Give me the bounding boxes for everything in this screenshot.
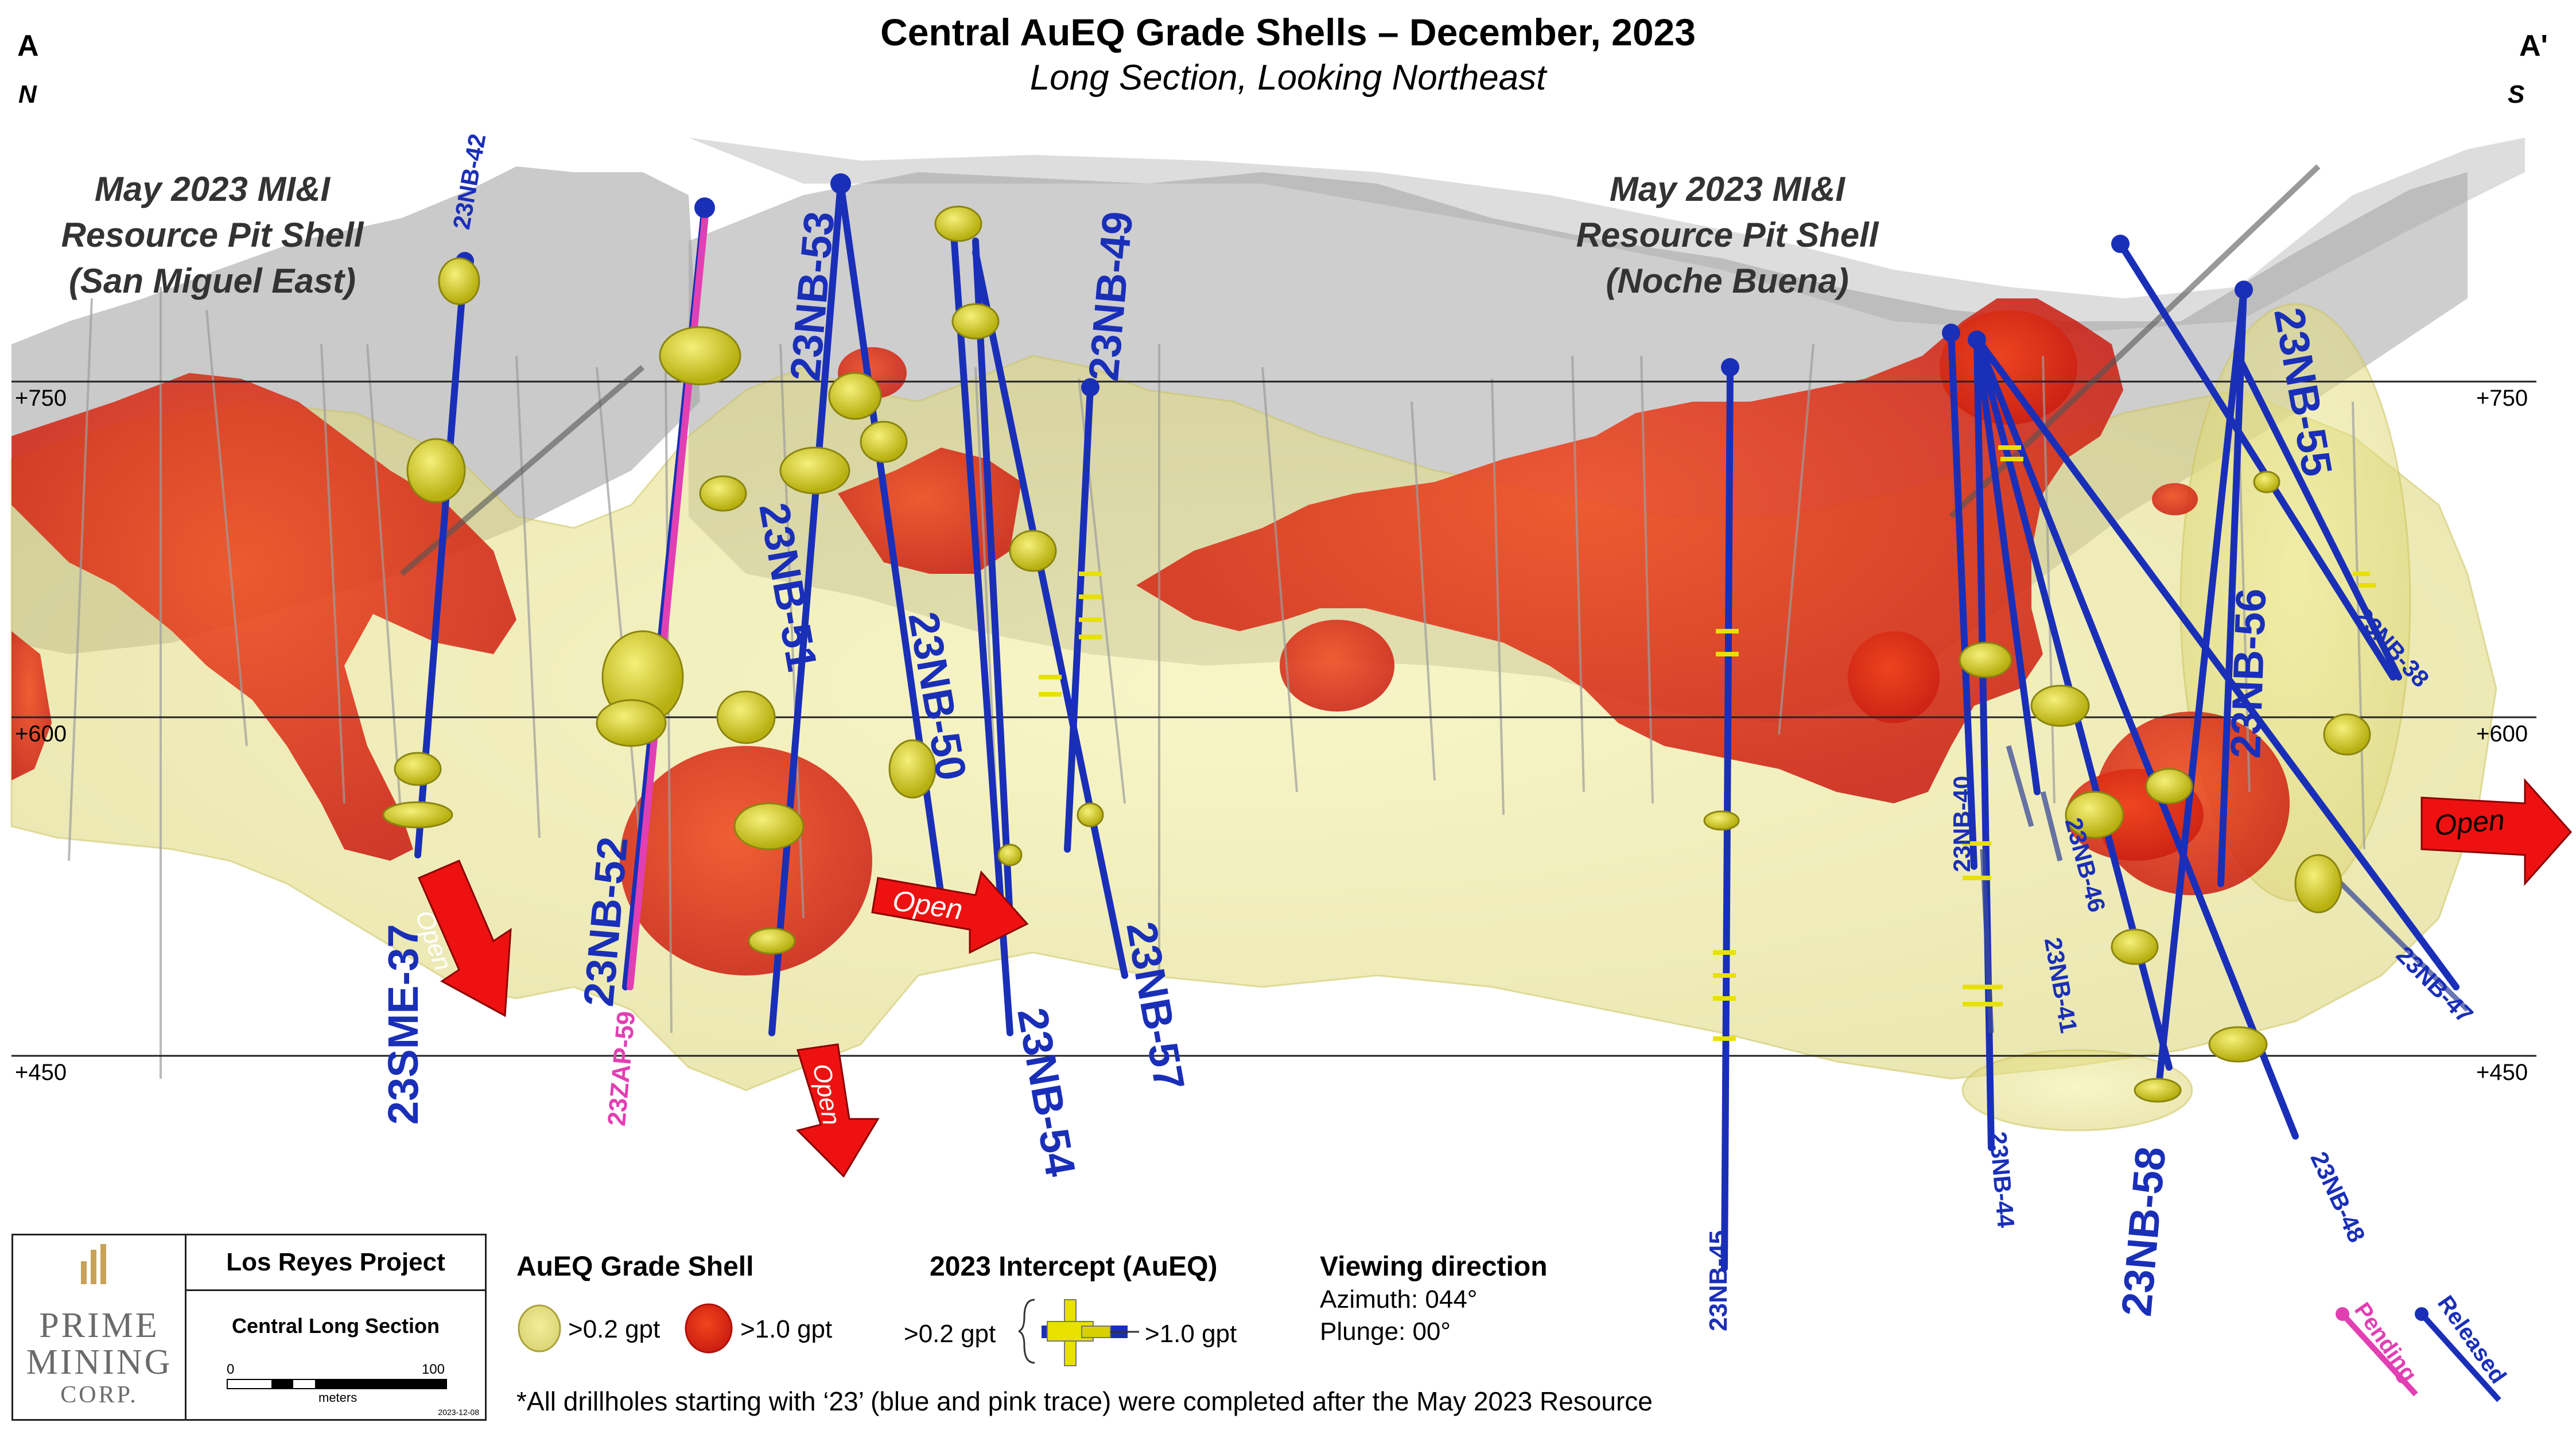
- elevation-label-750-right: +750: [2476, 386, 2528, 411]
- elevation-label-600-right: +600: [2476, 721, 2528, 747]
- elevation-label-450-right: +450: [2476, 1060, 2528, 1085]
- drill-label-23nb-56: 23NB-56: [2221, 588, 2275, 759]
- open-arrow-2: [796, 1043, 880, 1178]
- viewing-heading: Viewing direction: [1320, 1251, 1548, 1282]
- drillhole-23nb-40: [1948, 329, 1977, 870]
- drill-label-23sme-37: 23SME-37: [379, 924, 427, 1125]
- pit-shell-label-left: May 2023 MI&I Resource Pit Shell (San Mi…: [34, 166, 390, 304]
- legend-shell-low-label: >0.2 gpt: [568, 1315, 660, 1343]
- open-arrow-4: [2420, 778, 2573, 886]
- legend-intercept-low-label: >0.2 gpt: [904, 1320, 996, 1348]
- drill-label-23nb-40: 23NB-40: [1948, 775, 1975, 872]
- drillhole-23nb-41: [1973, 335, 2041, 795]
- open-arrow-3: [871, 870, 1029, 954]
- section-end-direction: S: [2508, 80, 2525, 108]
- drill-label-23nb-45: 23NB-45: [1704, 1230, 1732, 1331]
- scale-bar-graphic: [227, 1379, 447, 1389]
- pit-shell-label-right: May 2023 MI&I Resource Pit Shell (Noche …: [1549, 166, 1905, 304]
- scale-max-label: 100: [421, 1362, 445, 1377]
- open-arrow-1: [418, 860, 512, 1017]
- legend-intercept-high-label: >1.0 gpt: [1145, 1320, 1237, 1348]
- open-arrows: [418, 778, 2573, 1178]
- elevation-label-750-left: +750: [15, 386, 67, 411]
- drillhole-23nb-38: [2235, 352, 2402, 681]
- open-label-4: Open: [2433, 803, 2506, 842]
- elevation-lines: [11, 380, 2536, 1057]
- legend-intercept-heading: 2023 Intercept (AuEQ): [930, 1251, 1218, 1282]
- pit-shell-label-left-line2: Resource Pit Shell: [61, 216, 364, 254]
- legend-shell-high-swatch: [685, 1303, 733, 1354]
- legend-shell-heading: AuEQ Grade Shell: [516, 1251, 754, 1282]
- pit-shell-label-right-line2: Resource Pit Shell: [1576, 216, 1879, 254]
- drillhole-23nb-50: [972, 238, 1013, 922]
- logo-mark-icon: [81, 1244, 106, 1284]
- section-name: Central Long Section: [231, 1314, 440, 1338]
- drillhole-23nb-48: [1973, 335, 2299, 1140]
- project-info-box: Los Reyes Project Central Long Section 0…: [185, 1234, 487, 1421]
- legend-intercept-symbol: [1019, 1299, 1139, 1366]
- pit-shell-label-left-line3: (San Miguel East): [68, 262, 356, 300]
- intercept-discs: [382, 205, 2371, 1103]
- pit-shell-label-left-line1: May 2023 MI&I: [94, 170, 331, 208]
- logo-line1: PRIME: [39, 1306, 160, 1345]
- logo-line3: CORP.: [60, 1382, 138, 1408]
- scale-units: meters: [318, 1390, 358, 1405]
- map-date: 2023-12-08: [438, 1408, 479, 1417]
- elevation-label-600-left: +600: [15, 721, 67, 747]
- drillhole-23nb-57: [972, 249, 1128, 979]
- drillhole-23nb-53: [768, 180, 844, 1036]
- status-legend-symbols: [2336, 1307, 2501, 1402]
- drillhole-23nb-58: [2154, 286, 2247, 1099]
- drillhole-23nb-55: [2117, 240, 2396, 681]
- company-logo-box: PRIME MINING CORP.: [11, 1234, 187, 1421]
- drillhole-23nb-47: [1973, 335, 2460, 990]
- legend-shell-low-swatch: [518, 1304, 561, 1352]
- logo-line2: MINING: [26, 1343, 173, 1382]
- pit-shell-label-right-line1: May 2023 MI&I: [1609, 170, 1845, 208]
- legend-shell-high-label: >1.0 gpt: [740, 1315, 833, 1343]
- intercept-ticks: [1039, 445, 2376, 1041]
- scale-min-label: 0: [227, 1362, 235, 1377]
- drill-collars: [456, 173, 2253, 397]
- page-title: Central AuEQ Grade Shells – December, 20…: [880, 11, 1696, 53]
- page-subtitle: Long Section, Looking Northeast: [1029, 58, 1547, 98]
- section-start-label: A: [17, 29, 39, 63]
- drillhole-23nb-56: [2217, 286, 2247, 887]
- footnote: *All drillholes starting with ‘23’ (blue…: [516, 1386, 1653, 1416]
- viewing-plunge: Plunge: 00°: [1320, 1317, 1451, 1346]
- section-start-direction: N: [18, 80, 37, 108]
- viewing-azimuth: Azimuth: 044°: [1320, 1285, 1478, 1313]
- pit-shell-label-right-line3: (Noche Buena): [1606, 262, 1849, 300]
- elevation-label-450-left: +450: [15, 1060, 67, 1085]
- section-end-label: A': [2519, 29, 2548, 63]
- scale-bar: 0 100 meters: [227, 1362, 447, 1405]
- project-name: Los Reyes Project: [187, 1235, 485, 1291]
